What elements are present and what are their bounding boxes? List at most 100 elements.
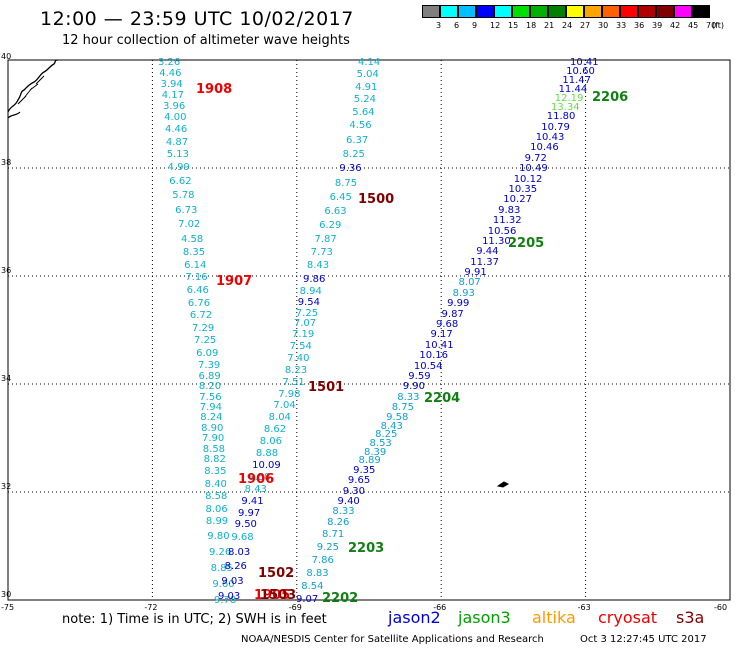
track-value: 8.06	[259, 436, 282, 448]
satellite-name: cryosat	[598, 608, 658, 627]
track-value: 7.98	[278, 388, 301, 400]
track-value: 10.12	[513, 173, 543, 185]
track-value: 9.65	[347, 475, 371, 487]
longitude-label: -63	[577, 603, 591, 612]
track-value: 8.43	[244, 483, 267, 495]
track-value: 10.49	[519, 163, 548, 175]
track-value: 9.03	[218, 591, 241, 602]
graticule	[8, 60, 730, 600]
track-value: 9.90	[402, 381, 426, 393]
track-value: 7.86	[311, 555, 334, 567]
track-value: 4.91	[355, 81, 378, 93]
legend-swatch	[476, 5, 494, 18]
track-value: 9.58	[386, 411, 409, 423]
legend-label: 30	[598, 21, 609, 30]
track-value: 4.00	[164, 111, 187, 123]
track-value: 3.26	[158, 57, 181, 68]
track-value: 9.68	[231, 531, 254, 543]
track-value: 8.58	[202, 443, 226, 455]
track-value: 8.54	[301, 581, 324, 593]
track-value: 7.16	[185, 272, 208, 284]
track-value: 9.30	[342, 485, 365, 497]
track-value: 10.79	[541, 121, 570, 133]
track-value: 9.97	[238, 507, 261, 519]
track-value: 12.19	[554, 93, 584, 104]
latitude-label: 34	[1, 374, 12, 383]
track-value: 4.14	[358, 57, 381, 68]
track-value: 11.37	[470, 256, 499, 268]
longitude-label: -60	[714, 603, 728, 612]
track-value: 8.82	[203, 454, 226, 466]
track-value: 8.26	[224, 561, 247, 573]
track-value: 8.71	[321, 529, 345, 541]
longitude-label: -75	[1, 603, 15, 612]
track-value: 8.94	[299, 286, 322, 298]
legend-label: 24	[562, 21, 573, 30]
track-value: 6.76	[187, 297, 211, 309]
pass-time-label: 1501	[308, 380, 345, 395]
satellite-name: jason2	[388, 608, 441, 627]
track-value: 8.04	[268, 412, 291, 424]
track-value: 8.35	[204, 465, 227, 477]
track-value: 8.03	[228, 546, 251, 558]
color-scale-legend: 3 6 9 12 15 18 21 24 27 30 33 36 39 42 45 70 (ft)	[422, 5, 728, 31]
track-value: 9.99	[447, 298, 470, 310]
track-value: 8.24	[200, 412, 223, 424]
legend-swatch	[656, 5, 674, 18]
legend-swatch	[548, 5, 566, 18]
pass-time-label: 2205	[508, 236, 545, 251]
legend-swatch	[620, 5, 638, 18]
track-value: 7.94	[199, 402, 222, 414]
track-value: 9.41	[241, 495, 264, 507]
track-value: 10.46	[530, 142, 559, 154]
track-value: 9.03	[221, 576, 244, 588]
track-value: 10.41	[570, 57, 599, 68]
track-value: 9.87	[441, 308, 464, 320]
track-value: 5.04	[356, 69, 379, 81]
track-value: 5.64	[352, 106, 375, 118]
track-value: 11.80	[546, 111, 576, 123]
track-value: 9.91	[464, 267, 487, 279]
track-value: 10.60	[566, 66, 595, 77]
track-value: 6.46	[186, 285, 209, 297]
track-value: 9.35	[353, 464, 376, 476]
track-value: 9.68	[436, 319, 459, 330]
pass-time-label: 1906	[238, 472, 275, 487]
pass-time-label: 1500	[358, 192, 395, 207]
track-value: 10.09	[252, 459, 281, 471]
track-value: 10.56	[487, 225, 517, 237]
track-value: 4.99	[167, 162, 190, 174]
track-value: 9.25	[316, 542, 340, 554]
track-value: 8.33	[397, 391, 420, 403]
track-value: 8.33	[332, 506, 355, 518]
track-value: 10.54	[413, 360, 443, 372]
legend-unit: (ft)	[712, 21, 725, 30]
legend-swatch	[602, 5, 620, 18]
legend-swatch	[638, 5, 656, 18]
pass-time-label: 2204	[424, 391, 461, 406]
legend-swatch	[440, 5, 458, 18]
track-value: 5.13	[166, 149, 189, 161]
track-value: 3.94	[160, 78, 183, 90]
map-title: 12:00 — 23:59 UTC 10/02/2017	[40, 8, 354, 30]
coastline-icon	[7, 59, 59, 119]
track-value: 9.26	[208, 547, 232, 559]
latitude-label: 30	[1, 590, 12, 599]
pass-time-label: 1503	[260, 588, 297, 603]
track-value: 8.89	[358, 455, 381, 467]
track-value: 4.46	[165, 124, 188, 136]
track-value: 8.58	[205, 491, 228, 503]
track-value: 7.40	[287, 352, 310, 364]
legend-swatch	[530, 5, 548, 18]
track-value: 5.78	[172, 190, 195, 202]
track-value: 6.89	[198, 370, 221, 382]
credit-line: NOAA/NESDIS Center for Satellite Applica…	[241, 634, 544, 645]
longitude-label: -72	[144, 603, 158, 612]
island-icon	[496, 481, 510, 488]
track-value: 8.40	[204, 478, 227, 490]
track-value: 7.54	[289, 340, 312, 352]
legend-label: 36	[634, 21, 645, 30]
track-value: 6.62	[169, 175, 192, 187]
track-value: 11.44	[558, 84, 588, 95]
track-value: 8.43	[380, 420, 403, 432]
